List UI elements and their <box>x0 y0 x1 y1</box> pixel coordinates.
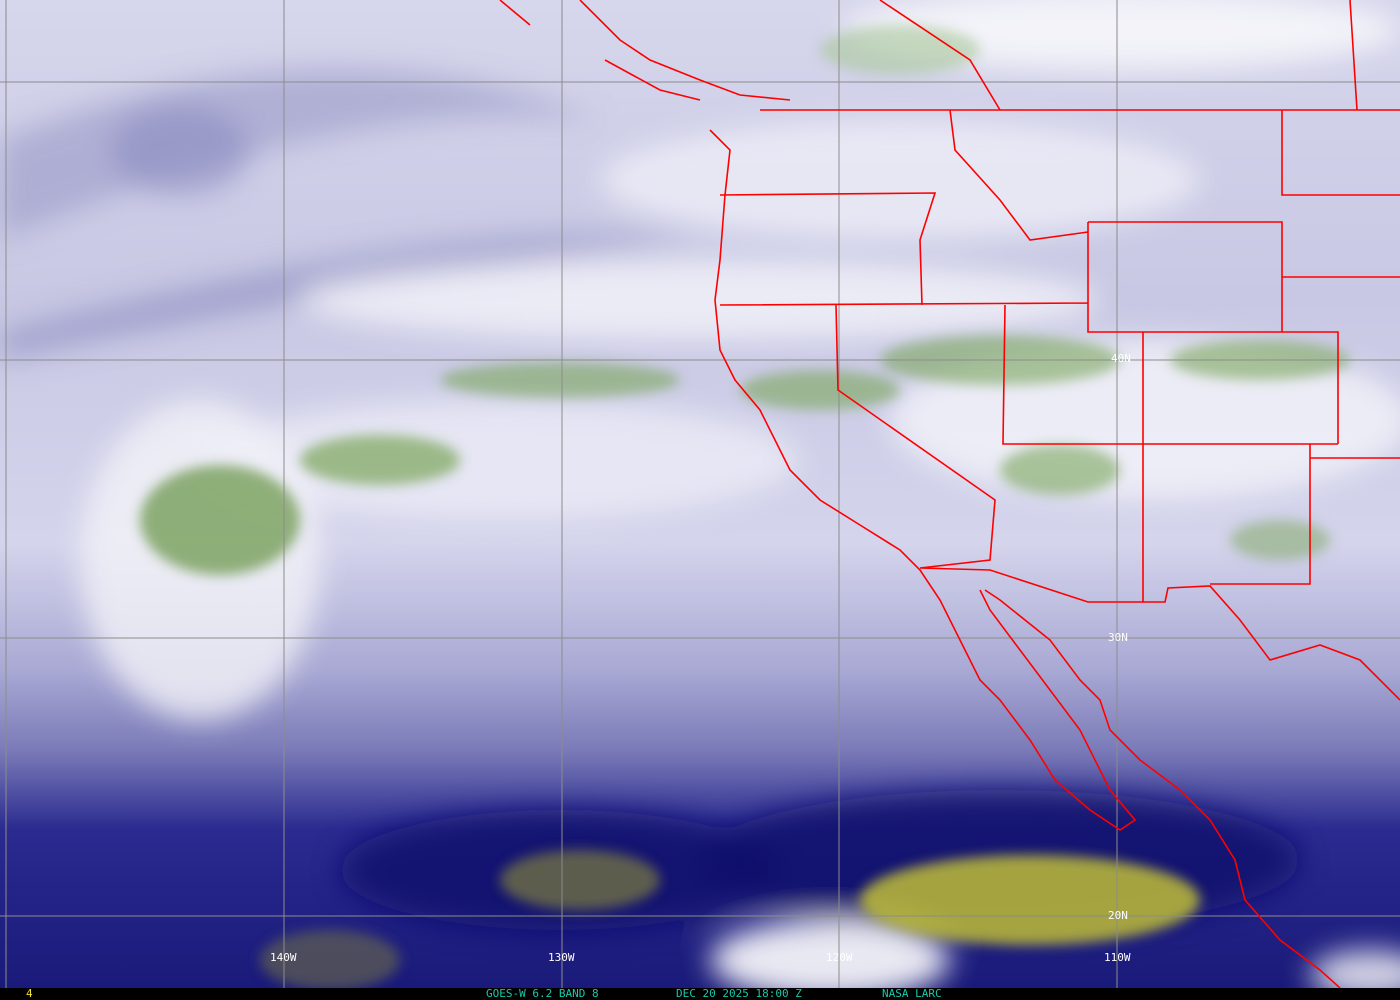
dry-yellow-areas <box>260 850 1200 988</box>
political-boundaries <box>499 0 1400 988</box>
lat-label-40n: 40N <box>1111 352 1131 365</box>
lat-label-30n: 30N <box>1108 631 1128 644</box>
lon-label-140w: 140W <box>270 951 297 964</box>
lat-label-20n: 20N <box>1108 909 1128 922</box>
west-coast-outline <box>499 0 1341 988</box>
lon-label-120w: 120W <box>826 951 853 964</box>
satellite-band: GOES-W 6.2 BAND 8 <box>486 987 599 1000</box>
image-datetime: DEC 20 2025 18:00 Z <box>676 987 802 1000</box>
status-bar: 4 GOES-W 6.2 BAND 8 DEC 20 2025 18:00 Z … <box>0 988 1400 1000</box>
frame-number: 4 <box>26 987 33 1000</box>
lon-label-130w: 130W <box>548 951 575 964</box>
lon-label-110w: 110W <box>1104 951 1131 964</box>
us-states-outline <box>719 0 1400 701</box>
grid-labels: 140W 130W 120W 110W 40N 30N 20N <box>270 352 1131 964</box>
data-source: NASA LARC <box>882 987 942 1000</box>
